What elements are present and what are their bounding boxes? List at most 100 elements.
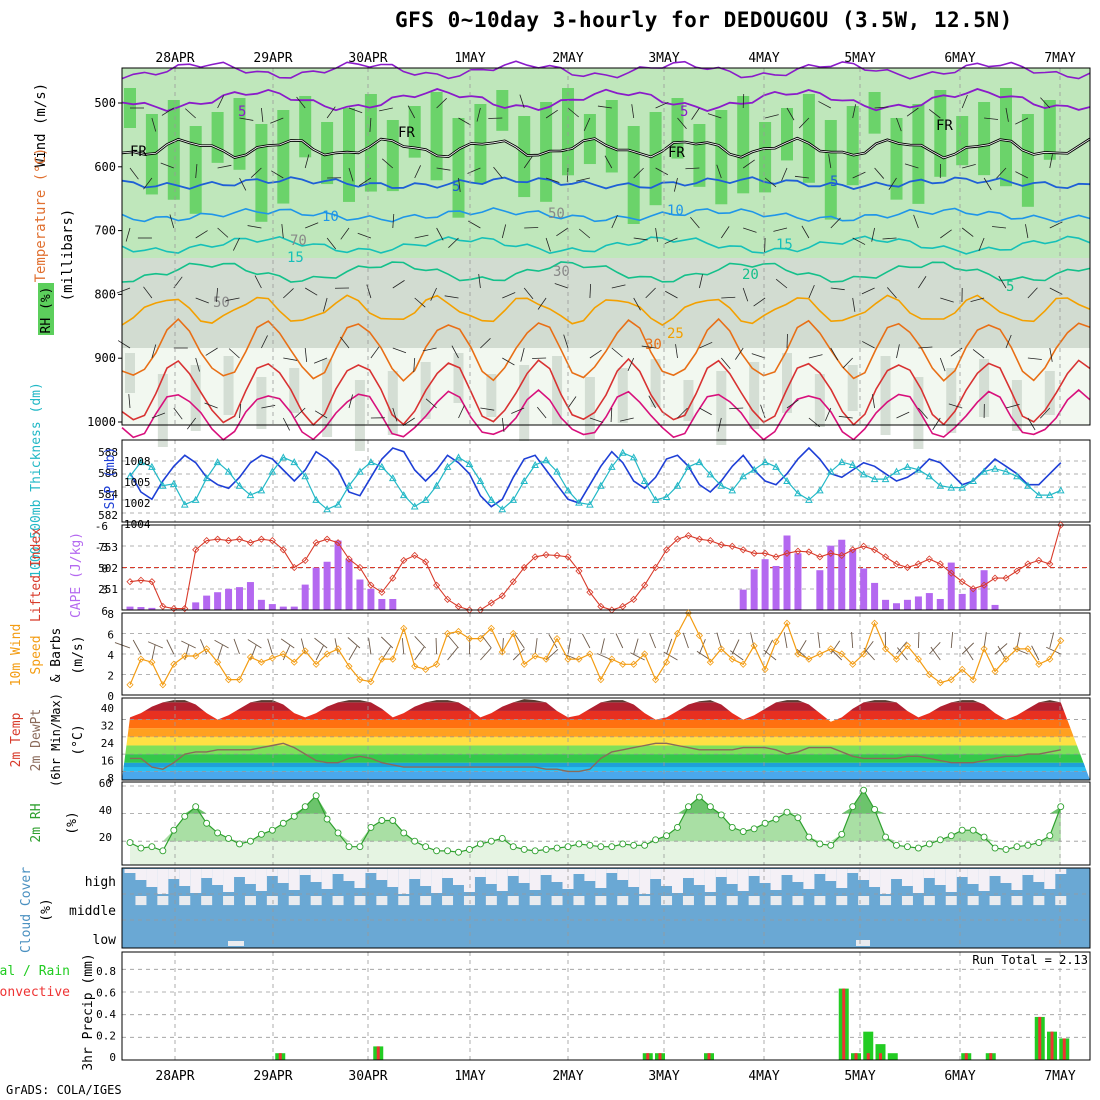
temp-color-band <box>122 710 1090 720</box>
wind10-barb <box>597 653 612 661</box>
rh2m-marker <box>1013 843 1021 851</box>
upper-wind-barb <box>379 107 393 112</box>
thickness-marker <box>651 495 660 503</box>
cloud-high-gap <box>376 869 388 880</box>
upper-wind-barb <box>932 417 941 430</box>
top-date-label: 2MAY <box>552 51 583 66</box>
contour-label: 5 <box>680 104 688 120</box>
li-marker <box>433 581 441 589</box>
thickness-marker <box>607 462 616 470</box>
rh2m-marker <box>181 812 189 820</box>
upper-wind-barb <box>271 170 284 179</box>
rh-moist-cell <box>693 124 706 187</box>
cape-bar <box>838 539 846 610</box>
upper-wind-barb <box>940 297 954 303</box>
upper-wind-barb <box>480 337 491 349</box>
upper-wind-barb <box>563 334 569 349</box>
thickness-marker <box>531 460 539 468</box>
rh-gray-cell <box>322 359 333 437</box>
wind10-marker <box>662 658 671 666</box>
upper-wind-barb <box>348 107 363 114</box>
thickness-marker <box>356 467 364 475</box>
thickness-marker <box>224 467 233 475</box>
cloud-high-gap <box>201 869 213 878</box>
upper-wind-barb <box>151 344 157 359</box>
cloud-high-gap <box>770 869 782 890</box>
wind10-barb <box>435 637 438 655</box>
upper-wind-barb <box>984 117 999 120</box>
cape-bar <box>290 606 298 610</box>
upper-wind-barb <box>896 117 902 132</box>
wind10-barb <box>763 649 777 661</box>
upper-wind-barb <box>451 345 459 359</box>
temp2m-tick-label: 32 <box>101 720 114 733</box>
rh2m-marker <box>290 812 298 820</box>
upper-wind-barb <box>128 394 131 409</box>
li-tick-label: 6 <box>101 605 108 618</box>
bottom-date-label: 1MAY <box>454 1069 485 1084</box>
upper-wind-barb <box>781 167 788 182</box>
wind10-marker <box>181 652 189 660</box>
cape-bar <box>827 545 835 610</box>
thickness-marker <box>925 472 934 480</box>
rh-gray-cell <box>584 377 595 439</box>
thickness-marker <box>180 500 189 508</box>
contour-label: FR <box>130 144 147 160</box>
contour-label: 30 <box>553 264 570 280</box>
upper-wind-barb <box>818 101 831 109</box>
temp-contour-25 <box>121 294 1091 326</box>
li-marker <box>619 602 627 611</box>
wind10-marker <box>750 642 758 650</box>
rh-moist-cell <box>890 118 903 200</box>
wind10-barb <box>696 650 711 661</box>
upper-wind-barb <box>808 354 823 359</box>
rh2m-tick-label: 40 <box>99 804 112 817</box>
cape-bar <box>980 570 988 610</box>
wind10-marker <box>860 650 868 658</box>
thickness-marker <box>399 491 408 499</box>
precip-convective-bar <box>1038 1016 1042 1060</box>
temp2m-tick-label: 8 <box>107 772 114 785</box>
upper-wind-barb <box>794 175 809 179</box>
rh-moist-cell <box>781 108 793 161</box>
upper-wind-barb <box>1049 154 1053 169</box>
li-marker <box>378 588 386 596</box>
upper-wind-barb <box>641 345 656 349</box>
upper-wind-barb <box>842 357 853 369</box>
upper-wind-barb <box>887 287 897 299</box>
rh-moist-cell <box>430 92 443 181</box>
rh-gray-cell <box>486 374 497 417</box>
rh2m-marker <box>816 840 824 848</box>
thickness-marker <box>618 448 627 456</box>
wind10-barb <box>600 638 605 655</box>
li-marker <box>881 553 890 561</box>
cloud-middle-gap <box>507 896 519 906</box>
li-marker <box>925 555 933 563</box>
cloud-middle-gap <box>442 896 454 906</box>
rh2m-marker <box>542 846 550 853</box>
cloud-middle-gap <box>376 896 388 906</box>
rh2m-marker <box>159 847 167 855</box>
li-tick-label: -3 <box>95 541 108 554</box>
upper-wind-barb <box>511 407 525 414</box>
cape-bar <box>849 549 857 610</box>
upper-wind-barb <box>556 227 569 237</box>
upper-wind-barb <box>545 177 560 183</box>
upper-wind-barb <box>961 227 974 237</box>
thickness-marker <box>345 481 353 489</box>
upper-wind-barb <box>773 227 788 232</box>
upper-wind-barb <box>502 357 515 366</box>
li-marker <box>783 549 791 557</box>
wind10-marker <box>257 658 265 666</box>
li-marker <box>914 560 922 568</box>
upper-wind-barb <box>536 406 547 419</box>
li-marker <box>586 588 594 596</box>
precip-axis-label: 3hr Precip (mm) <box>81 953 96 1070</box>
rh-moist-cell <box>1043 100 1056 160</box>
rh2m-marker <box>925 840 933 848</box>
cloud-high-gap <box>1033 869 1045 882</box>
wind10-panel-frame <box>121 612 1091 696</box>
wind10-marker <box>641 650 649 658</box>
upper-wind-barb <box>589 417 604 423</box>
upper-wind-barb <box>323 297 328 312</box>
